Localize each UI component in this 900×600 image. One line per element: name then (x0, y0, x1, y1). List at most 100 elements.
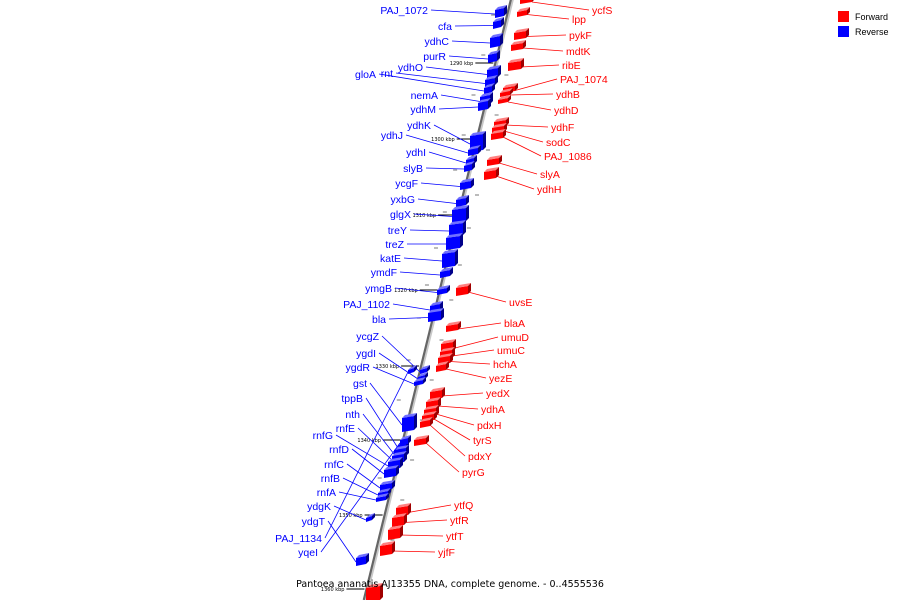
tick-label: 1290 kbp (450, 61, 474, 67)
gene-leader (526, 14, 570, 20)
gene-block-cfa[interactable] (493, 17, 504, 29)
gene-block-rnfD[interactable] (384, 465, 399, 478)
tick-label: 1320 kbp (394, 288, 418, 294)
tick-label: 1300 kbp (431, 137, 455, 143)
gene-leader (372, 366, 415, 385)
gene-leader (507, 101, 552, 111)
tick-label: 1310 kbp (413, 213, 437, 219)
gene-block-ribE[interactable] (508, 58, 524, 71)
gene-leader (327, 520, 357, 563)
gene-block-yxbG[interactable] (456, 195, 469, 207)
gene-label-PAJ_1086: PAJ_1086 (544, 151, 592, 163)
gene-leader (425, 66, 488, 75)
gene-leader (467, 291, 507, 303)
gene-block-ytfR[interactable] (392, 513, 407, 527)
tick-label: 1350 kbp (339, 513, 363, 519)
gene-block-lpp[interactable] (517, 7, 530, 17)
gene-label-tyrS: tyrS (473, 435, 492, 447)
gene-leader (433, 418, 471, 441)
gene-block-ycgF[interactable] (460, 178, 474, 190)
gene-leader (342, 477, 379, 496)
gene-block-mdtK[interactable] (511, 40, 526, 51)
gene-leader (425, 442, 460, 473)
gene-block-ytfT[interactable] (388, 525, 403, 540)
gene-block-PAJ_1134[interactable] (408, 365, 417, 374)
gene-block-slyA[interactable] (487, 155, 502, 166)
gene-block-gloA[interactable] (484, 83, 495, 94)
gene-label-bla: bla (372, 314, 386, 326)
gene-block-yezE[interactable] (436, 361, 449, 372)
gene-label-ydhI: ydhI (406, 147, 426, 159)
gene-label-glgX: glgX (390, 209, 411, 221)
gene-block-rnfA[interactable] (376, 493, 389, 502)
gene-block-ymdF[interactable] (440, 267, 453, 278)
gene-leader (449, 361, 491, 365)
gene-block-ydhB[interactable] (500, 88, 513, 97)
gene-label-cfa: cfa (438, 21, 452, 33)
gene-block-bottom[interactable] (366, 583, 383, 600)
gene-block-treZ[interactable] (446, 233, 463, 250)
gene-block-slyB[interactable] (464, 161, 475, 172)
gene-block-purR[interactable] (488, 50, 500, 63)
gene-label-ribE: ribE (562, 60, 581, 72)
gene-block-pdxY[interactable] (420, 417, 433, 428)
gene-block-ydhM[interactable] (478, 98, 491, 111)
gene-label-ytfT: ytfT (446, 531, 464, 543)
gene-block-ygdR[interactable] (414, 377, 426, 386)
gene-leader (399, 271, 441, 276)
gene-block-PAJ_1086[interactable] (491, 129, 506, 140)
gene-label-pyrG: pyrG (462, 467, 485, 479)
gene-label-nemA: nemA (411, 90, 438, 102)
gene-label-ygdR: ygdR (345, 362, 370, 374)
gene-block-blaA[interactable] (446, 321, 461, 332)
gene-block-yjfF[interactable] (380, 541, 395, 556)
gene-label-ycgF: ycgF (395, 178, 418, 190)
gene-leader (457, 322, 502, 330)
gene-block-ycgZ[interactable] (420, 365, 430, 374)
gene-label-pdxY: pdxY (468, 451, 492, 463)
gene-block-pyrG[interactable] (414, 435, 429, 446)
gene-block-ycfS[interactable] (520, 0, 535, 4)
gene-block-ydhC[interactable] (490, 33, 503, 48)
gene-block-ydhD[interactable] (498, 95, 511, 104)
gene-leader (362, 413, 395, 455)
gene-label-lpp: lpp (572, 14, 586, 26)
gene-label-yxbG: yxbG (390, 194, 415, 206)
gene-block-rnfC[interactable] (380, 480, 395, 491)
gene-block-bla[interactable] (428, 308, 444, 322)
gene-block-ydhJ[interactable] (468, 145, 481, 156)
gene-label-ygdI: ygdI (356, 348, 376, 360)
gene-label-ytfR: ytfR (450, 515, 469, 527)
gene-leader (407, 504, 452, 513)
gene-leader (454, 25, 494, 27)
gene-block-pykF[interactable] (514, 28, 529, 40)
gene-block-ydgT[interactable] (356, 553, 369, 566)
gene-label-ydhH: ydhH (537, 184, 562, 196)
gene-label-ydhO: ydhO (398, 62, 423, 74)
gene-leader (399, 534, 444, 537)
gene-block-glgX[interactable] (452, 205, 469, 223)
tick-label: 1360 kbp (321, 587, 345, 593)
gene-label-ydhF: ydhF (551, 122, 574, 134)
legend-forward: Forward (838, 9, 889, 24)
gene-leader (503, 130, 544, 143)
gene-block-ydgK[interactable] (366, 513, 375, 522)
gene-leader (391, 550, 436, 553)
gene-block-uvsE[interactable] (456, 283, 471, 296)
gene-block-ymgB[interactable] (437, 285, 450, 295)
gene-block-gst[interactable] (402, 413, 417, 432)
gene-label-rnfE: rnfE (336, 423, 355, 435)
gene-block-PAJ_1072[interactable] (495, 5, 507, 18)
gene-leader (498, 162, 538, 175)
gene-label-slyB: slyB (403, 163, 423, 175)
gene-block-katE[interactable] (442, 249, 458, 268)
gene-label-PAJ_1134: PAJ_1134 (275, 533, 322, 545)
gene-leader (409, 229, 450, 232)
gene-block-yqeI[interactable] (400, 435, 411, 446)
gene-label-blaA: blaA (504, 318, 525, 330)
gene-label-treZ: treZ (385, 239, 404, 251)
gene-leader (346, 463, 381, 489)
legend-reverse: Reverse (838, 24, 889, 39)
gene-block-ydhH[interactable] (484, 167, 499, 180)
